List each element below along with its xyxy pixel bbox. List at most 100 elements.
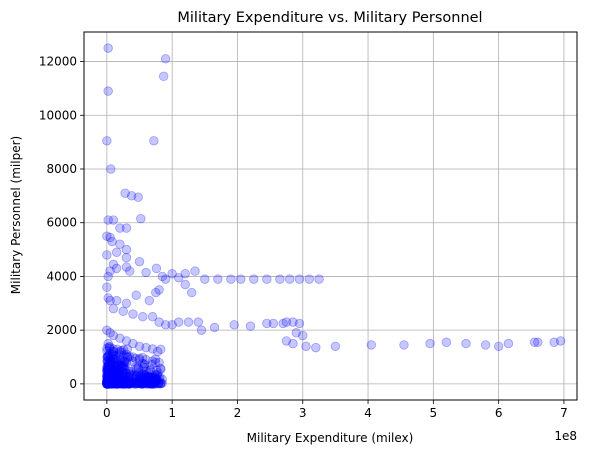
scatter-point [140, 361, 149, 370]
x-tick-label: 5 [430, 406, 438, 420]
scatter-point [269, 319, 278, 328]
scatter-point [174, 318, 183, 327]
scatter-point [442, 338, 451, 347]
scatter-point [197, 326, 206, 335]
scatter-point [159, 72, 168, 81]
x-tick-label: 4 [364, 406, 372, 420]
scatter-point [145, 296, 154, 305]
scatter-point [139, 374, 148, 383]
scatter-point [214, 275, 223, 284]
scatter-point [152, 264, 161, 273]
y-tick-label: 4000 [46, 269, 77, 283]
scatter-point [124, 353, 133, 362]
scatter-point [135, 257, 144, 266]
scatter-point [112, 296, 121, 305]
x-tick-label: 7 [560, 406, 568, 420]
scatter-point [315, 275, 324, 284]
scatter-point [119, 346, 128, 355]
scatter-point [302, 342, 311, 351]
x-tick-label: 2 [234, 406, 242, 420]
scatter-point [156, 345, 165, 354]
scatter-point [112, 248, 121, 257]
scatter-point [289, 339, 298, 348]
y-tick-label: 12000 [39, 55, 77, 69]
scatter-point [184, 318, 193, 327]
y-axis-label: Military Personnel (milper) [9, 136, 23, 294]
scatter-point [295, 319, 304, 328]
scatter-point [230, 320, 239, 329]
scatter-point [534, 338, 543, 347]
scatter-point [400, 341, 409, 350]
x-tick-label: 1 [168, 406, 176, 420]
scatter-point [504, 339, 513, 348]
scatter-point [298, 331, 307, 340]
scatter-point [121, 366, 130, 375]
scatter-point [276, 275, 285, 284]
scatter-point [181, 280, 190, 289]
scatter-point [106, 165, 115, 174]
scatter-point [556, 337, 565, 346]
scatter-point [246, 322, 255, 331]
y-tick-label: 0 [69, 377, 77, 391]
scatter-point [367, 341, 376, 350]
scatter-point [129, 310, 138, 319]
scatter-point [122, 245, 131, 254]
x-tick-label: 6 [495, 406, 503, 420]
y-tick-label: 6000 [46, 216, 77, 230]
scatter-point [142, 268, 151, 277]
scatter-point [481, 341, 490, 350]
scatter-point [285, 275, 294, 284]
scatter-point [210, 323, 219, 332]
scatter-point [151, 378, 160, 387]
scatter-point [125, 267, 134, 276]
chart-title: Military Expenditure vs. Military Person… [177, 10, 482, 26]
scatter-point [194, 318, 203, 327]
scatter-point [187, 288, 196, 297]
y-tick-label: 2000 [46, 323, 77, 337]
scatter-point [249, 275, 258, 284]
scatter-point [122, 299, 131, 308]
scatter-point [236, 275, 245, 284]
scatter-point [305, 275, 314, 284]
y-tick-label: 8000 [46, 162, 77, 176]
y-tick-label: 10000 [39, 108, 77, 122]
scatter-point [103, 136, 112, 145]
x-axis-label: Military Expenditure (milex) [247, 431, 414, 445]
scatter-point [134, 193, 143, 202]
scatter-point [295, 275, 304, 284]
scatter-point [109, 304, 118, 313]
scatter-point [132, 291, 141, 300]
scatter-point [104, 87, 113, 96]
x-tick-label: 3 [299, 406, 307, 420]
scatter-point [181, 269, 190, 278]
scatter-point [103, 283, 112, 292]
scatter-point [151, 355, 160, 364]
x-tick-label: 0 [103, 406, 111, 420]
scatter-point [122, 253, 131, 262]
scatter-point [109, 216, 118, 225]
scatter-point [122, 224, 131, 233]
scatter-point [462, 339, 471, 348]
scatter-point [331, 342, 340, 351]
scatter-point [191, 267, 200, 276]
scatter-point [161, 55, 170, 64]
scatter-point [161, 275, 170, 284]
scatter-point [263, 275, 272, 284]
x-axis-multiplier: 1e8 [554, 429, 577, 443]
scatter-point [426, 339, 435, 348]
scatter-point [104, 272, 113, 281]
scatter-point [119, 307, 128, 316]
scatter-point [108, 350, 117, 359]
scatter-point [114, 377, 123, 386]
scatter-point [155, 286, 164, 295]
scatter-point [137, 214, 146, 223]
scatter-point [104, 44, 113, 53]
scatter-point [201, 275, 210, 284]
scatter-point [108, 237, 117, 246]
scatter-point [131, 354, 140, 363]
scatter-point [312, 343, 321, 352]
scatter-point [138, 312, 147, 321]
scatter-point [150, 136, 159, 145]
